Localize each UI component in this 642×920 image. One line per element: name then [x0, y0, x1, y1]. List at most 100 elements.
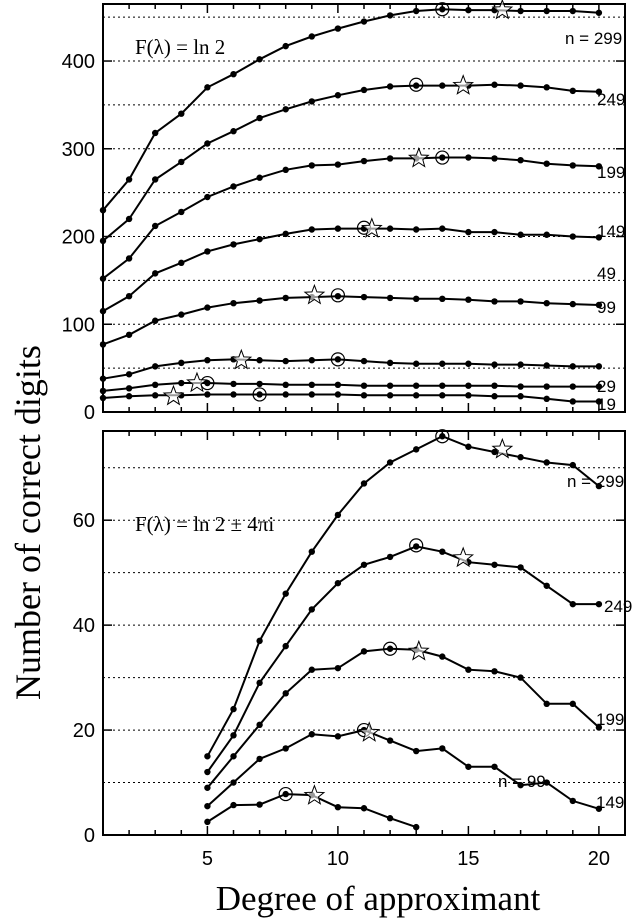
- plot-frame: [102, 3, 626, 413]
- data-point: [491, 393, 498, 400]
- data-point: [99, 387, 107, 395]
- data-point: [334, 92, 342, 99]
- data-point: [256, 391, 263, 398]
- data-point: [282, 357, 289, 365]
- data-point: [125, 215, 133, 223]
- series-label: 99: [597, 298, 616, 317]
- series-label: 19: [597, 395, 616, 414]
- series-2: 199: [99, 147, 625, 282]
- estimate-star-marker: [491, 0, 514, 20]
- data-point: [595, 398, 603, 405]
- data-point: [178, 311, 185, 318]
- data-point: [543, 582, 550, 589]
- data-point: [413, 823, 420, 831]
- series-line: [206, 729, 600, 810]
- data-point: [204, 753, 211, 760]
- series-4: 99: [99, 283, 616, 348]
- bottom-panel: 0 20 40 60 5 10 15 20 F(λ) = ln 2 ± 4πi n = 299 24…: [73, 429, 632, 870]
- data-point: [439, 382, 446, 389]
- panel-formula: F(λ) = ln 2 ± 4πi: [135, 512, 274, 536]
- data-point: [204, 248, 211, 255]
- data-point: [99, 237, 107, 245]
- data-point: [360, 480, 368, 487]
- data-point: [256, 56, 263, 63]
- data-point: [282, 590, 289, 597]
- series-line: [206, 435, 600, 757]
- data-point: [491, 361, 498, 368]
- y-tick-label: 60: [73, 510, 95, 532]
- optimum-circle-marker: [383, 641, 398, 656]
- y-tick-label: 20: [73, 720, 95, 742]
- data-point: [99, 394, 107, 402]
- data-point: [256, 297, 263, 304]
- data-point: [334, 225, 342, 232]
- optimum-circle-marker: [435, 150, 450, 165]
- series-line: [102, 382, 599, 392]
- estimate-star-marker: [452, 74, 475, 95]
- data-point: [230, 732, 237, 739]
- data-point: [517, 7, 524, 15]
- data-point: [439, 653, 446, 660]
- data-point: [491, 298, 498, 305]
- series-label: 249: [597, 90, 625, 109]
- data-point: [543, 84, 550, 91]
- series-label: 249: [604, 597, 632, 616]
- data-point: [595, 482, 603, 490]
- data-point: [204, 357, 211, 364]
- optimum-circle-marker: [252, 387, 267, 402]
- data-point: [282, 381, 289, 388]
- data-point: [308, 666, 315, 673]
- series-2: 199: [204, 639, 624, 791]
- data-point: [465, 296, 472, 303]
- data-point: [465, 382, 472, 389]
- data-point: [439, 6, 446, 13]
- series-7: 19: [99, 384, 616, 414]
- y-tick-label: 40: [73, 615, 95, 637]
- data-point: [282, 690, 289, 697]
- data-point: [465, 763, 472, 770]
- x-axis-title: Degree of approximant: [216, 879, 541, 918]
- estimate-star-marker: [303, 283, 326, 305]
- data-point: [360, 18, 368, 25]
- data-point: [386, 645, 394, 652]
- y-tick-label: 200: [62, 227, 95, 249]
- data-point: [543, 395, 550, 403]
- data-point: [413, 82, 420, 89]
- x-tick-label: 5: [202, 848, 213, 870]
- data-point: [569, 600, 576, 608]
- data-point: [543, 7, 550, 15]
- data-point: [569, 162, 576, 169]
- data-point: [204, 140, 211, 147]
- optimum-circle-marker: [278, 786, 293, 802]
- data-point: [230, 241, 237, 248]
- data-point: [569, 700, 576, 708]
- data-point: [334, 391, 342, 398]
- data-point: [256, 174, 263, 181]
- series-3: 149: [204, 721, 624, 812]
- data-point: [543, 300, 550, 307]
- data-point: [230, 380, 237, 388]
- data-point: [308, 731, 315, 738]
- series-line: [102, 83, 599, 242]
- data-point: [204, 784, 211, 791]
- series-line: [102, 358, 599, 380]
- data-point: [543, 231, 550, 238]
- data-point: [125, 385, 133, 392]
- y-tick-label: 100: [62, 314, 95, 336]
- data-point: [256, 637, 263, 645]
- series-label: n = 99: [498, 772, 546, 791]
- data-point: [230, 705, 237, 713]
- data-point: [386, 83, 394, 90]
- data-point: [413, 295, 420, 303]
- data-point: [517, 454, 524, 461]
- data-point: [125, 255, 133, 262]
- data-point: [256, 235, 263, 243]
- data-point: [413, 392, 420, 399]
- data-point: [256, 357, 263, 364]
- estimate-star-marker: [358, 721, 381, 742]
- data-point: [386, 815, 394, 822]
- estimate-star-marker: [452, 546, 475, 568]
- data-point: [152, 222, 159, 230]
- data-point: [386, 553, 394, 561]
- data-point: [595, 234, 603, 241]
